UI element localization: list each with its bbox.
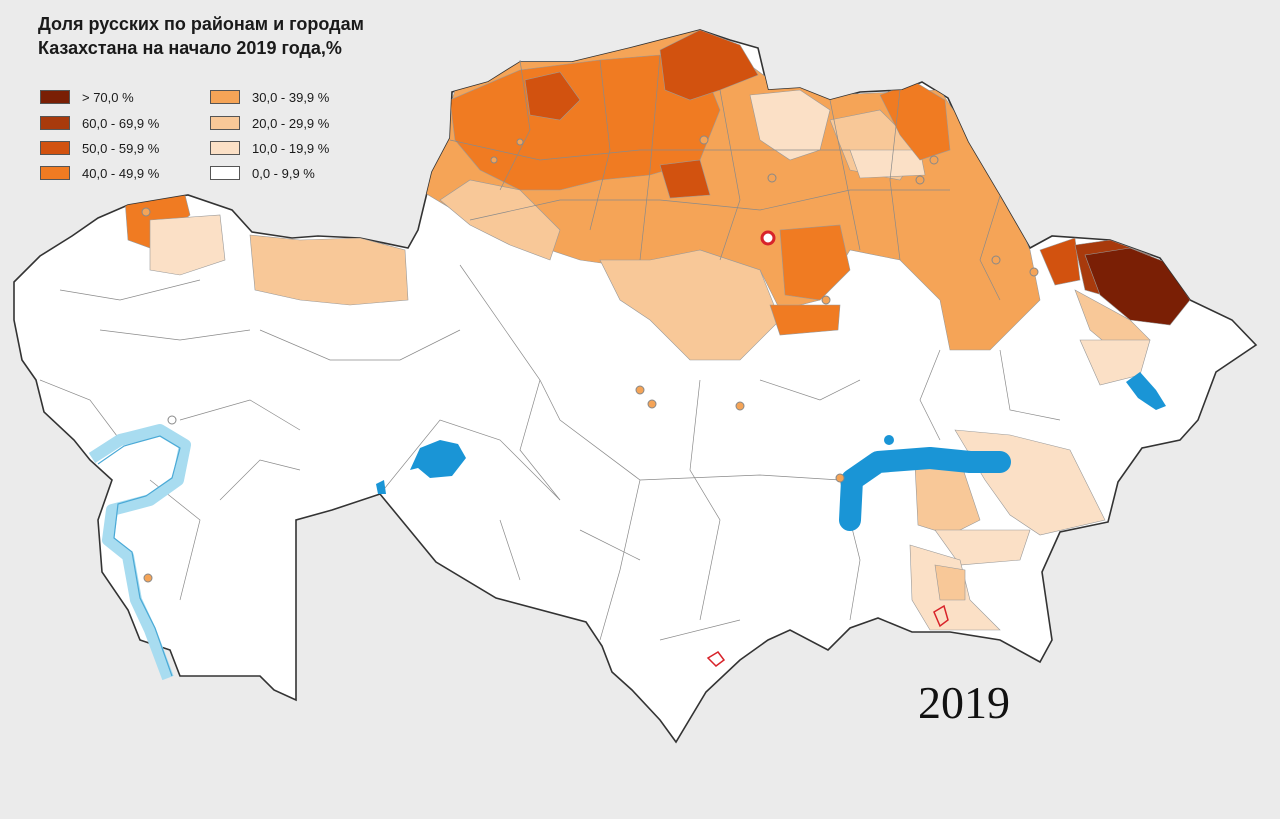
region-50-b xyxy=(524,71,581,121)
legend-swatch xyxy=(40,116,70,130)
region-se-3 xyxy=(934,529,1031,566)
city-marker xyxy=(915,175,925,185)
region-50-c xyxy=(659,159,711,199)
region-light-4 xyxy=(849,149,926,179)
legend-label: 30,0 - 39,9 % xyxy=(252,89,330,105)
city-marker xyxy=(767,173,777,183)
region-se-5 xyxy=(934,564,966,601)
legend-item: 20,0 - 29,9 % xyxy=(210,114,329,132)
city-marker xyxy=(1029,267,1039,277)
legend-swatch xyxy=(210,141,240,155)
legend-label: 20,0 - 29,9 % xyxy=(252,115,330,131)
balkhash-tip xyxy=(884,435,894,445)
legend-label: > 70,0 % xyxy=(82,89,134,105)
city-marker xyxy=(821,295,831,305)
legend-swatch xyxy=(40,141,70,155)
legend-swatch xyxy=(210,90,240,104)
city-marker xyxy=(835,473,845,483)
city-marker xyxy=(991,255,1001,265)
legend-item: 50,0 - 59,9 % xyxy=(40,139,159,157)
legend-item: 30,0 - 39,9 % xyxy=(210,88,329,106)
region-50-d xyxy=(1039,237,1081,286)
legend-swatch xyxy=(40,90,70,104)
legend-label: 0,0 - 9,9 % xyxy=(252,165,315,181)
legend-label: 40,0 - 49,9 % xyxy=(82,165,160,181)
city-marker xyxy=(141,207,151,217)
city-marker xyxy=(490,156,498,164)
zaysan-lake xyxy=(1126,372,1166,410)
city-marker xyxy=(635,385,645,395)
region-40-d xyxy=(769,304,841,336)
city-marker xyxy=(735,401,745,411)
district-boundaries xyxy=(39,54,1061,641)
legend-swatch xyxy=(210,116,240,130)
region-light-1 xyxy=(439,179,561,261)
legend-swatch xyxy=(210,166,240,180)
legend-item: 40,0 - 49,9 % xyxy=(40,164,159,182)
region-70 xyxy=(1084,247,1191,326)
balkhash-lake xyxy=(839,447,1011,531)
legend-item: 10,0 - 19,9 % xyxy=(210,139,329,157)
region-west-light xyxy=(249,234,409,306)
legend-label: 50,0 - 59,9 % xyxy=(82,140,160,156)
region-north-light xyxy=(599,249,781,361)
city-marker-white xyxy=(167,415,177,425)
district-fills xyxy=(124,30,1191,631)
aral-sea xyxy=(376,440,466,494)
title-line-1: Доля русских по районам и городам xyxy=(38,14,364,34)
city-boundary-shymkent xyxy=(706,651,726,667)
legend-label: 10,0 - 19,9 % xyxy=(252,140,330,156)
city-marker xyxy=(143,573,153,583)
year-label: 2019 xyxy=(918,677,1010,728)
legend-item: > 70,0 % xyxy=(40,88,134,106)
legend: > 70,0 % 60,0 - 69,9 % 50,0 - 59,9 % 40,… xyxy=(40,88,370,184)
caspian-sea xyxy=(88,424,191,681)
legend-item: 0,0 - 9,9 % xyxy=(210,164,315,182)
city-marker xyxy=(647,399,657,409)
region-50-a xyxy=(659,30,759,101)
city-marker xyxy=(929,155,939,165)
legend-swatch xyxy=(40,166,70,180)
city-marker xyxy=(516,138,524,146)
city-markers xyxy=(141,135,1039,583)
title-line-2: Казахстана на начало 2019 года,% xyxy=(38,38,342,58)
map-title: Доля русских по районам и городам Казахс… xyxy=(38,12,364,60)
legend-label: 60,0 - 69,9 % xyxy=(82,115,160,131)
region-40-c xyxy=(779,224,851,301)
caspian-coastline xyxy=(97,435,181,677)
city-marker xyxy=(699,135,709,145)
capital-marker xyxy=(760,230,776,246)
region-west-light-2 xyxy=(149,214,226,276)
city-boundary-almaty xyxy=(933,604,949,628)
legend-item: 60,0 - 69,9 % xyxy=(40,114,159,132)
